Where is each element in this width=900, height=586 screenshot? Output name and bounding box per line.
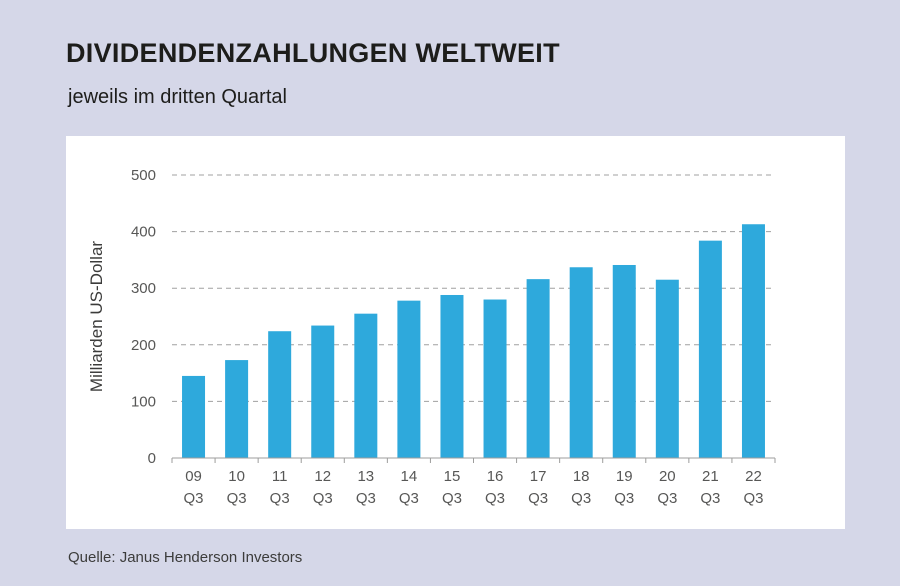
x-tick-label-year: 10 — [228, 468, 245, 485]
y-tick-label: 100 — [131, 393, 156, 410]
x-tick-label-quarter: Q3 — [313, 490, 333, 507]
source-note: Quelle: Janus Henderson Investors — [68, 549, 303, 566]
x-tick-label-quarter: Q3 — [571, 490, 591, 507]
x-tick-label-year: 13 — [357, 468, 374, 485]
x-tick-label-quarter: Q3 — [270, 490, 290, 507]
x-tick-label-year: 12 — [314, 468, 331, 485]
x-tick-label-year: 22 — [745, 468, 762, 485]
bar-chart: 0 100 200 300 400 500 Milliarden US-Dollar 09 Q3… — [87, 167, 776, 507]
bar — [526, 279, 550, 458]
bar — [698, 240, 722, 458]
x-tick-label-year: 16 — [487, 468, 504, 485]
x-tick-label-year: 15 — [444, 468, 461, 485]
bar — [268, 331, 292, 458]
x-tick-label-year: 18 — [573, 468, 590, 485]
x-tick-label-quarter: Q3 — [184, 490, 204, 507]
bar — [225, 360, 249, 458]
x-tick-label-quarter: Q3 — [743, 490, 763, 507]
x-tick-label-quarter: Q3 — [657, 490, 677, 507]
x-tick-label-quarter: Q3 — [614, 490, 634, 507]
bar — [397, 300, 421, 458]
bar — [612, 264, 636, 458]
x-tick-label-quarter: Q3 — [227, 490, 247, 507]
y-axis-title: Milliarden US-Dollar — [87, 241, 106, 392]
bar — [483, 299, 507, 458]
bar — [182, 375, 206, 458]
chart-panel: 0 100 200 300 400 500 Milliarden US-Dollar 09 Q3… — [66, 136, 845, 529]
x-tick-label-quarter: Q3 — [528, 490, 548, 507]
x-tick-label-year: 14 — [401, 468, 418, 485]
bar — [354, 313, 378, 458]
y-tick-label: 500 — [131, 167, 156, 184]
x-tick-label-year: 11 — [272, 468, 288, 485]
x-tick-label-quarter: Q3 — [485, 490, 505, 507]
bar — [569, 267, 593, 458]
x-tick-label-quarter: Q3 — [356, 490, 376, 507]
x-tick-label-quarter: Q3 — [399, 490, 419, 507]
x-tick-label-year: 17 — [530, 468, 547, 485]
x-tick-label-year: 19 — [616, 468, 633, 485]
x-tick-label-quarter: Q3 — [700, 490, 720, 507]
y-tick-label: 200 — [131, 337, 156, 354]
y-tick-label: 0 — [148, 450, 156, 467]
x-tick-label-year: 21 — [702, 468, 719, 485]
y-tick-label: 300 — [131, 280, 156, 297]
chart-title: DIVIDENDENZAHLUNGEN WELTWEIT — [66, 38, 560, 68]
bar — [311, 325, 335, 458]
bar — [655, 279, 679, 458]
x-tick-label-year: 20 — [659, 468, 676, 485]
y-tick-label: 400 — [131, 224, 156, 241]
chart-subtitle: jeweils im dritten Quartal — [68, 86, 287, 108]
x-tick-label-year: 09 — [185, 468, 202, 485]
x-tick-label-quarter: Q3 — [442, 490, 462, 507]
bar — [440, 294, 464, 458]
bar — [741, 224, 765, 458]
